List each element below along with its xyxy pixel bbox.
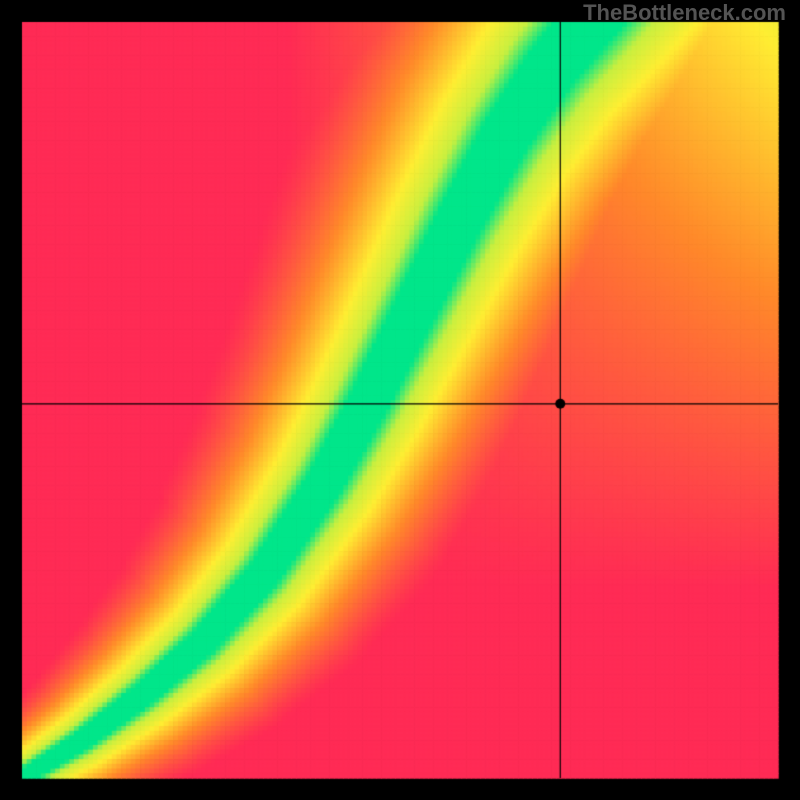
watermark-text: TheBottleneck.com — [583, 0, 786, 26]
chart-container: TheBottleneck.com — [0, 0, 800, 800]
bottleneck-heatmap — [0, 0, 800, 800]
